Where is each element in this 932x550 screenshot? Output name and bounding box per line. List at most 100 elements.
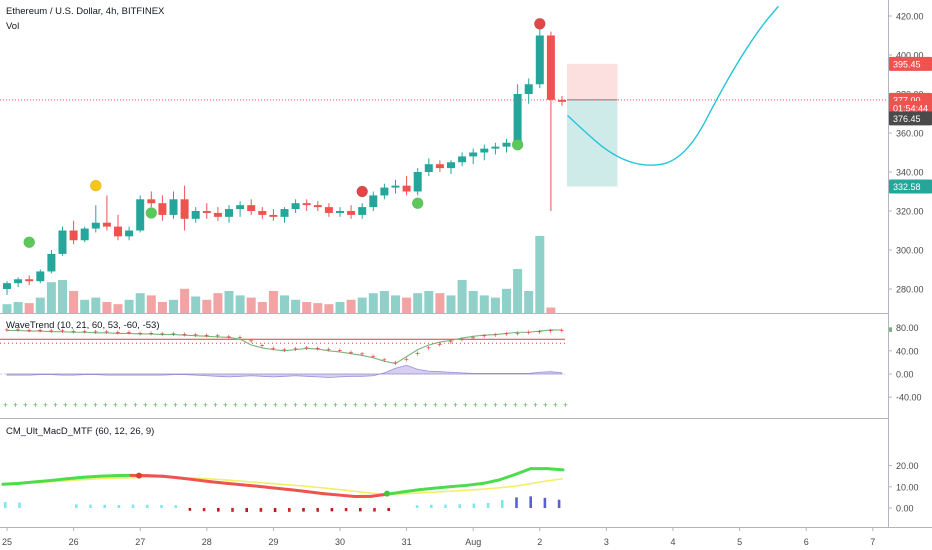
price-badge-label: 395.45 xyxy=(893,59,921,69)
candle-body xyxy=(236,205,245,210)
price-badge-label: 376.45 xyxy=(893,114,921,124)
time-tick-label: 4 xyxy=(670,537,675,547)
macd-histogram-bar xyxy=(472,503,476,508)
volume-bar xyxy=(535,236,545,313)
macd-line-segment xyxy=(465,481,485,487)
candle-body xyxy=(14,279,23,284)
macd-histogram-bar xyxy=(273,508,277,513)
candle-body xyxy=(91,222,100,229)
wt-signal-marker: + xyxy=(326,345,331,354)
macd-histogram-bar xyxy=(75,504,78,508)
volume-bar xyxy=(546,307,556,313)
price-badge-label: 332.58 xyxy=(893,182,921,192)
time-tick-label: 26 xyxy=(69,537,79,547)
time-tick-label: 6 xyxy=(804,537,809,547)
volume-bar xyxy=(446,295,456,313)
macd-histogram-bar xyxy=(160,505,163,508)
symbol-title[interactable]: Ethereum / U.S. Dollar, 4h, BITFINEX xyxy=(6,6,165,17)
wt-signal-marker: + xyxy=(437,340,442,349)
volume-bar xyxy=(80,299,90,313)
macd-histogram-bar xyxy=(202,508,206,512)
macd-title[interactable]: CM_Ult_MacD_MTF (60, 12, 26, 9) xyxy=(6,426,155,437)
price-badge xyxy=(889,111,932,126)
volume-bar xyxy=(391,295,400,313)
wt-oversold-marker: + xyxy=(433,401,438,410)
candle-body xyxy=(269,214,278,217)
volume-bar xyxy=(513,269,523,313)
macd-line-segment xyxy=(65,475,85,481)
candle-body xyxy=(25,279,34,282)
candle-body xyxy=(336,211,344,213)
wt-oversold-marker: + xyxy=(113,401,118,410)
macd-line-segment xyxy=(161,474,181,480)
macd-histogram-bar xyxy=(344,508,348,512)
wt-signal-marker: + xyxy=(93,328,98,337)
macd-line-segment xyxy=(481,478,501,485)
macd-histogram-bar xyxy=(430,504,433,508)
wt-oversold-marker: + xyxy=(473,401,478,410)
volume-bar xyxy=(202,299,212,313)
macd-line-segment xyxy=(225,481,245,487)
time-tick-label: 27 xyxy=(135,537,145,547)
candle-body xyxy=(480,148,489,153)
candle-body xyxy=(391,185,400,188)
wt-oversold-marker: + xyxy=(523,401,528,410)
macd-histogram-bar xyxy=(188,508,192,511)
price-badge xyxy=(889,56,932,71)
wt-signal-marker: + xyxy=(82,327,87,336)
signal-dot xyxy=(356,185,368,198)
wt-signal-marker: + xyxy=(38,326,43,335)
wt-signal-marker: + xyxy=(371,352,376,361)
macd-tick-label: 0.00 xyxy=(896,504,914,514)
wt-oversold-marker: + xyxy=(173,401,178,410)
macd-line-segment xyxy=(1,481,21,486)
macd-tick-label: 10.00 xyxy=(896,482,919,492)
macd-tick-label: 20.00 xyxy=(896,461,919,471)
volume-bar xyxy=(524,291,534,313)
candle-body xyxy=(58,230,67,254)
wt-oversold-marker: + xyxy=(363,401,368,410)
wt-oversold-marker: + xyxy=(353,401,358,410)
signal-dot xyxy=(511,138,524,151)
volume-bar xyxy=(324,304,334,313)
wt-oversold-marker: + xyxy=(103,401,108,410)
candle-body xyxy=(80,228,89,241)
price-tick-label: 340.00 xyxy=(896,168,924,178)
macd-line-segment xyxy=(449,483,469,489)
volume-bar xyxy=(91,297,101,313)
macd-histogram-bar xyxy=(174,505,177,508)
macd-histogram-bar xyxy=(146,504,149,508)
macd-line-segment xyxy=(49,477,69,482)
wt-signal-marker: + xyxy=(49,327,54,336)
price-badge xyxy=(889,179,932,194)
signal-dot xyxy=(90,179,102,192)
price-tick-label: 280.00 xyxy=(896,285,924,295)
wt-signal-marker: + xyxy=(548,327,553,336)
wt-signal-marker: + xyxy=(349,348,354,357)
wt-signal-marker: + xyxy=(338,346,343,355)
macd-histogram-bar xyxy=(415,505,419,508)
macd-signal-line xyxy=(2,476,564,496)
volume-bar xyxy=(413,293,423,313)
wt-oversold-marker: + xyxy=(283,401,288,410)
wt-signal-marker: + xyxy=(293,344,298,353)
wt-oversold-marker: + xyxy=(453,401,458,410)
wt-signal-marker: + xyxy=(116,328,121,337)
wavetrend-title[interactable]: WaveTrend (10, 21, 60, 53, -60, -53) xyxy=(6,320,160,331)
macd-line-segment xyxy=(273,486,293,492)
volume-bar xyxy=(2,304,12,313)
macd-histogram-bar xyxy=(458,504,461,508)
candle-body xyxy=(435,164,444,169)
candle-body xyxy=(358,207,367,215)
wt-signal-marker: + xyxy=(182,330,187,339)
price-tick-label: 300.00 xyxy=(896,246,924,256)
wt-signal-marker: + xyxy=(393,358,398,367)
macd-line-segment xyxy=(401,488,421,494)
macd-histogram-bar xyxy=(557,499,561,508)
wt-oversold-marker: + xyxy=(443,401,448,410)
macd-histogram-bar xyxy=(245,508,248,513)
wt-oversold-marker: + xyxy=(93,401,98,410)
volume-bar xyxy=(146,295,156,313)
price-tick-label: 400.00 xyxy=(896,51,924,61)
